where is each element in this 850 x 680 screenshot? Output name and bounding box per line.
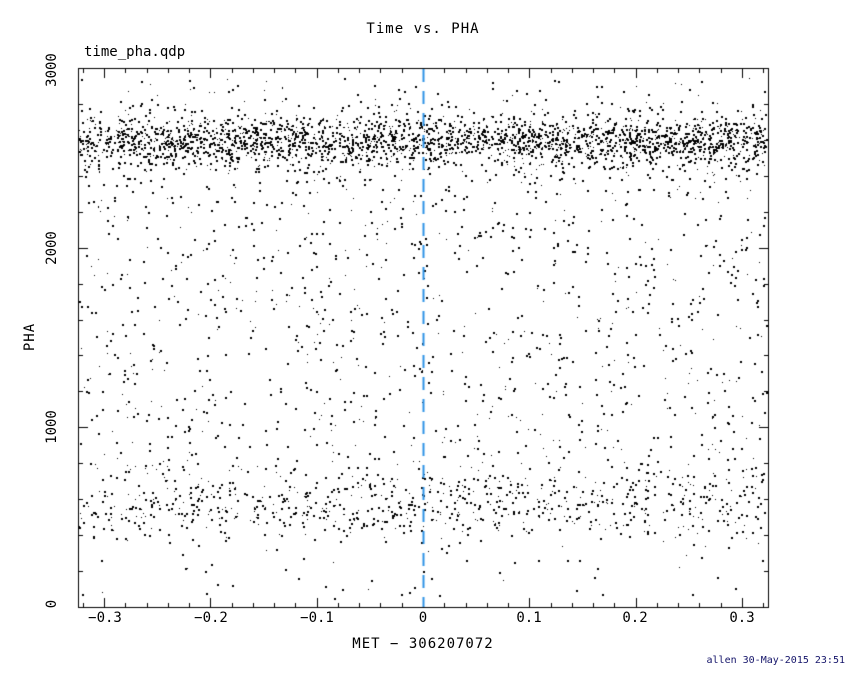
plot-file-label: time_pha.qdp bbox=[84, 44, 186, 60]
user-timestamp-stamp: allen 30-May-2015 23:51 bbox=[706, 655, 845, 666]
y-tick-label: 0 bbox=[44, 599, 60, 609]
x-tick-label: 0.2 bbox=[622, 610, 648, 626]
y-tick-label: 2000 bbox=[44, 231, 60, 265]
x-tick-label: 0.3 bbox=[729, 610, 755, 626]
y-tick-label: 3000 bbox=[44, 53, 60, 87]
x-tick-label: −0.3 bbox=[88, 610, 122, 626]
x-tick-label: −0.2 bbox=[194, 610, 228, 626]
x-tick-label: 0 bbox=[418, 610, 428, 626]
x-tick-label: 0.1 bbox=[516, 610, 542, 626]
x-tick-label: −0.1 bbox=[300, 610, 334, 626]
y-tick-label: 1000 bbox=[44, 410, 60, 444]
chart-title: Time vs. PHA bbox=[366, 21, 480, 37]
x-axis-title: MET − 306207072 bbox=[352, 636, 494, 652]
y-axis-title: PHA bbox=[22, 322, 38, 352]
